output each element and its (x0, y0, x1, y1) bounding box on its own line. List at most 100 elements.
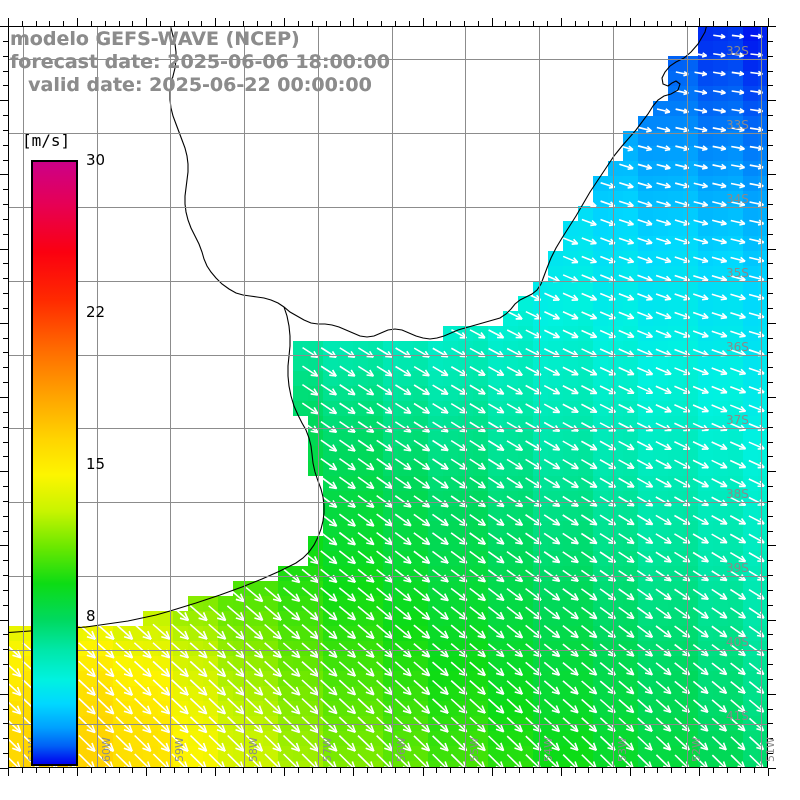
axis-tick (3, 442, 8, 443)
axis-tick (215, 768, 216, 776)
left-tick-band (0, 25, 8, 769)
axis-tick (547, 21, 548, 26)
gridline-latitude (8, 576, 768, 577)
gridline-longitude (539, 26, 540, 768)
longitude-label: 58W (247, 737, 260, 762)
axis-tick (0, 397, 8, 398)
axis-tick (3, 679, 8, 680)
axis-tick (768, 560, 773, 561)
axis-tick (768, 160, 773, 161)
axis-tick (381, 21, 382, 26)
axis-tick (768, 71, 773, 72)
gridline-latitude (8, 650, 768, 651)
axis-tick (77, 768, 78, 776)
axis-tick (3, 412, 8, 413)
axis-tick (0, 26, 8, 27)
axis-tick (0, 768, 8, 769)
axis-tick (3, 293, 8, 294)
axis-tick (602, 21, 603, 26)
axis-tick (3, 605, 8, 606)
axis-tick (768, 501, 773, 502)
axis-tick (561, 768, 562, 776)
axis-tick (768, 442, 773, 443)
gridline-longitude (613, 26, 614, 768)
axis-tick (3, 130, 8, 131)
axis-tick (768, 768, 776, 769)
axis-tick (768, 753, 773, 754)
axis-tick (478, 21, 479, 26)
axis-tick (22, 768, 23, 773)
axis-tick (768, 204, 773, 205)
axis-tick (8, 768, 9, 776)
colorbar[interactable] (31, 160, 78, 766)
axis-tick (464, 768, 465, 773)
axis-tick (3, 516, 8, 517)
axis-tick (298, 21, 299, 26)
axis-tick (3, 219, 8, 220)
gridline-longitude (23, 26, 24, 768)
axis-tick (0, 323, 8, 324)
axis-tick (353, 18, 354, 26)
axis-tick (533, 21, 534, 26)
axis-tick (436, 768, 437, 773)
axis-tick (257, 768, 258, 773)
axis-tick (768, 723, 773, 724)
axis-tick (3, 382, 8, 383)
map-plot-area[interactable] (8, 26, 768, 768)
longitude-label: 56W (395, 737, 408, 762)
axis-tick (423, 18, 424, 26)
title-block: modelo GEFS-WAVE (NCEP) forecast date: 2… (10, 28, 390, 97)
axis-tick (284, 18, 285, 26)
axis-tick (201, 768, 202, 773)
axis-tick (713, 21, 714, 26)
axis-tick (450, 21, 451, 26)
axis-tick (450, 768, 451, 773)
axis-tick (298, 768, 299, 773)
axis-tick (768, 605, 773, 606)
axis-tick (768, 649, 773, 650)
axis-tick (105, 21, 106, 26)
model-title: modelo GEFS-WAVE (NCEP) (10, 28, 300, 50)
coastline-north (169, 26, 708, 340)
longitude-label: 52W (690, 737, 703, 762)
valid-date-label: valid date: 2025-06-22 00:00:00 (28, 74, 372, 96)
longitude-label: 59W (173, 737, 186, 762)
axis-tick (533, 768, 534, 773)
axis-tick (312, 768, 313, 773)
axis-tick (768, 531, 773, 532)
axis-tick (561, 18, 562, 26)
axis-tick (768, 145, 773, 146)
axis-tick (215, 18, 216, 26)
wind-speed-raster (8, 26, 768, 768)
latitude-label: 35S (726, 266, 749, 280)
gridline-longitude (244, 26, 245, 768)
axis-tick (119, 21, 120, 26)
axis-tick (616, 21, 617, 26)
axis-tick (768, 115, 773, 116)
axis-tick (768, 516, 773, 517)
gridline-longitude (170, 26, 171, 768)
axis-tick (3, 41, 8, 42)
axis-tick (0, 100, 8, 101)
gridline-latitude (8, 428, 768, 429)
latitude-label: 41S (726, 709, 749, 723)
latitude-label: 37S (726, 413, 749, 427)
axis-tick (685, 21, 686, 26)
axis-tick (132, 768, 133, 773)
axis-tick (395, 21, 396, 26)
axis-tick (367, 21, 368, 26)
axis-tick (326, 21, 327, 26)
axis-tick (3, 85, 8, 86)
axis-tick (0, 694, 8, 695)
axis-tick (395, 768, 396, 773)
axis-tick (326, 768, 327, 773)
axis-tick (768, 545, 776, 546)
axis-tick (3, 575, 8, 576)
axis-tick (478, 768, 479, 773)
axis-tick (160, 768, 161, 773)
gridline-latitude (8, 59, 768, 60)
axis-tick (3, 308, 8, 309)
axis-tick (3, 367, 8, 368)
colorbar-tick-label: 30 (86, 151, 106, 169)
axis-tick (768, 486, 773, 487)
